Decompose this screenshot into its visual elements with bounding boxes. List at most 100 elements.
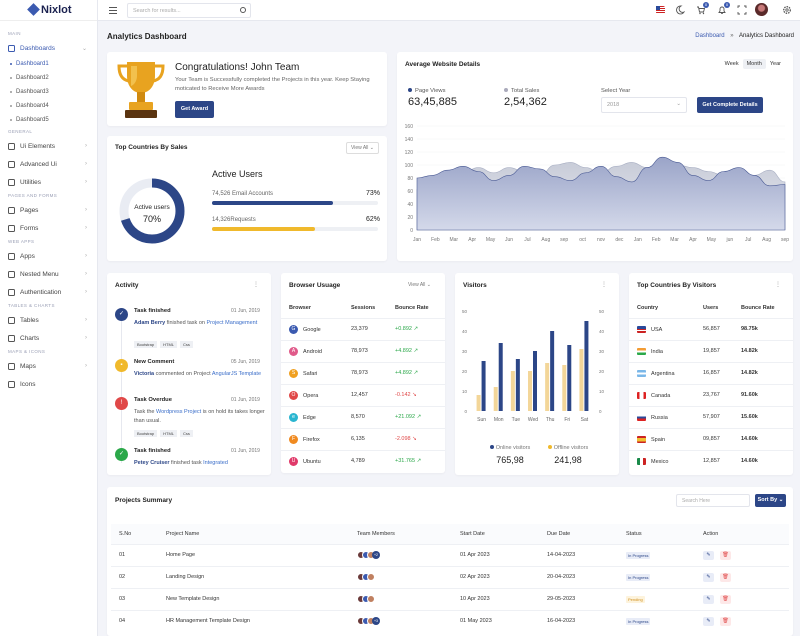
email-accounts-label: 74,526 Email Accounts bbox=[212, 191, 274, 197]
donut-label: Active users bbox=[134, 204, 170, 211]
delete-icon[interactable]: 🗑 bbox=[720, 572, 731, 582]
sidebar-item-advanced-ui[interactable]: Advanced Ui › bbox=[0, 155, 97, 173]
status-badge: In Progress bbox=[626, 573, 651, 581]
moon-icon[interactable] bbox=[675, 5, 686, 15]
firefox-icon: F bbox=[289, 434, 298, 444]
year-select[interactable]: 2018 ⌄ bbox=[601, 97, 687, 113]
start-date-cell: 01 May 2023 bbox=[452, 609, 539, 632]
tab-year[interactable]: Year bbox=[769, 61, 781, 67]
x-tick-label: Jul bbox=[745, 237, 751, 243]
x-tick-label: Mar bbox=[449, 237, 458, 243]
russia-flag-icon bbox=[637, 413, 646, 421]
tab-week[interactable]: Week bbox=[724, 61, 739, 67]
sidebar-item-forms[interactable]: Forms › bbox=[0, 219, 97, 237]
x-tick-label: oct bbox=[579, 237, 586, 243]
sidebar-subitem-dashboard4[interactable]: Dashboard4 bbox=[0, 99, 97, 113]
sessions-cell: 78,973 bbox=[343, 361, 387, 384]
table-header: Country Users Bounce Rate bbox=[629, 298, 793, 318]
logo[interactable]: Nixlot bbox=[0, 0, 97, 21]
browser-cell: A Android bbox=[281, 339, 343, 362]
bounce-rate-cell: 14.82k bbox=[733, 361, 793, 384]
users-cell: 12,857 bbox=[695, 449, 733, 472]
avatar[interactable] bbox=[367, 595, 375, 603]
area-series-front bbox=[416, 156, 786, 231]
search-icon[interactable] bbox=[240, 7, 246, 13]
project-link[interactable]: Wordpress Project bbox=[156, 409, 202, 415]
sidebar-item-authentication[interactable]: Authentication › bbox=[0, 283, 97, 301]
more-icon[interactable]: ⋮ bbox=[775, 282, 781, 288]
delete-icon[interactable]: 🗑 bbox=[720, 616, 731, 626]
chevron-right-icon: › bbox=[85, 143, 87, 149]
avatar[interactable] bbox=[367, 573, 375, 581]
view-all-button[interactable]: View All ⌄ bbox=[407, 282, 431, 288]
bar-offline bbox=[476, 395, 481, 411]
us-flag-icon[interactable] bbox=[656, 6, 665, 14]
sidebar-item-tables[interactable]: Tables › bbox=[0, 311, 97, 329]
project-name-cell: New Template Design bbox=[158, 587, 349, 610]
sidebar-item-dashboards[interactable]: Dashboards ⌄ bbox=[0, 39, 97, 57]
project-link[interactable]: Integrated bbox=[203, 460, 228, 466]
argentina-flag-icon bbox=[637, 369, 646, 377]
edit-icon[interactable]: ✎ bbox=[703, 594, 714, 604]
view-all-button[interactable]: View All ⌄ bbox=[345, 142, 379, 154]
avatar[interactable] bbox=[755, 3, 768, 16]
y-tick-label-right: 40 bbox=[599, 329, 605, 334]
sidebar-subitem-dashboard3[interactable]: Dashboard3 bbox=[0, 85, 97, 99]
delete-icon[interactable]: 🗑 bbox=[720, 550, 731, 560]
action-cell: ✎ 🗑 bbox=[695, 565, 789, 588]
sort-by-button[interactable]: Sort By ⌄ bbox=[755, 494, 786, 507]
y-tick-label: 140 bbox=[405, 137, 414, 143]
mexico-flag-icon bbox=[637, 457, 646, 465]
sidebar-subitem-dashboard2[interactable]: Dashboard2 bbox=[0, 71, 97, 85]
sidebar-item-pages[interactable]: Pages › bbox=[0, 201, 97, 219]
menu-toggle-icon[interactable] bbox=[109, 7, 117, 14]
offline-visitors-legend: Offline visitors bbox=[541, 445, 595, 451]
x-tick-label: Aug bbox=[541, 237, 550, 243]
sidebar-item-maps[interactable]: Maps › bbox=[0, 357, 97, 375]
bounce-rate-cell: +0.892 ↗ bbox=[387, 317, 445, 340]
sidebar-item-nested-menu[interactable]: Nested Menu › bbox=[0, 265, 97, 283]
country-cell: USA bbox=[629, 317, 695, 340]
sidebar-item-utilities[interactable]: Utilities › bbox=[0, 173, 97, 191]
table-header: S.No Project Name Team Members Start Dat… bbox=[111, 524, 789, 544]
more-icon[interactable]: ⋮ bbox=[601, 282, 607, 288]
chevron-right-icon: › bbox=[85, 271, 87, 277]
sidebar-item-icons[interactable]: Icons bbox=[0, 375, 97, 393]
projects-table: S.No Project Name Team Members Start Dat… bbox=[111, 524, 789, 632]
project-link[interactable]: Project Management bbox=[206, 320, 258, 326]
column-header: S.No bbox=[119, 530, 132, 537]
bar-online bbox=[481, 361, 486, 411]
cart-icon[interactable]: 0 bbox=[696, 2, 709, 15]
select-year-label: Select Year bbox=[601, 88, 631, 94]
tab-month[interactable]: Month bbox=[742, 59, 766, 69]
fullscreen-icon[interactable] bbox=[737, 5, 747, 15]
team-members-cell bbox=[349, 565, 452, 588]
sidebar-subitem-dashboard1[interactable]: Dashboard1 bbox=[0, 57, 97, 71]
project-link[interactable]: AngularJS Template bbox=[211, 371, 261, 377]
more-icon[interactable]: ⋮ bbox=[253, 282, 259, 288]
edit-icon[interactable]: ✎ bbox=[703, 550, 714, 560]
timeline-body: Adam Berry finished task on Project Mana… bbox=[134, 320, 258, 326]
sidebar-section-tables: TABLES & CHARTS bbox=[8, 303, 55, 308]
sidebar-item-ui-elements[interactable]: Ui Elements › bbox=[0, 137, 97, 155]
delete-icon[interactable]: 🗑 bbox=[720, 594, 731, 604]
column-header: Due Date bbox=[547, 530, 571, 537]
breadcrumb-link[interactable]: Dashboard bbox=[695, 33, 725, 39]
dashboard-icon bbox=[8, 44, 15, 52]
get-complete-details-button[interactable]: Get Complete Details bbox=[697, 97, 763, 113]
sidebar-subitem-dashboard5[interactable]: Dashboard5 bbox=[0, 113, 97, 127]
gear-icon[interactable] bbox=[782, 5, 792, 15]
get-award-button[interactable]: Get Award bbox=[175, 101, 214, 118]
page-title: Analytics Dashboard bbox=[107, 32, 187, 41]
edit-icon[interactable]: ✎ bbox=[703, 616, 714, 626]
edit-icon[interactable]: ✎ bbox=[703, 572, 714, 582]
sidebar-item-charts[interactable]: Charts › bbox=[0, 329, 97, 347]
x-tick-label: sep bbox=[781, 237, 789, 243]
sidebar-item-apps[interactable]: Apps › bbox=[0, 247, 97, 265]
congrats-card: Congratulations! John Team Your Team is … bbox=[107, 52, 387, 126]
table-row: G Google 23,379 +0.892 ↗ bbox=[281, 317, 445, 340]
bell-icon[interactable]: 0 bbox=[717, 2, 730, 15]
projects-search-input[interactable]: Search Here bbox=[676, 494, 750, 507]
search-input[interactable]: Search for results... bbox=[127, 3, 251, 18]
topbar: Search for results... 0 0 bbox=[98, 0, 800, 21]
